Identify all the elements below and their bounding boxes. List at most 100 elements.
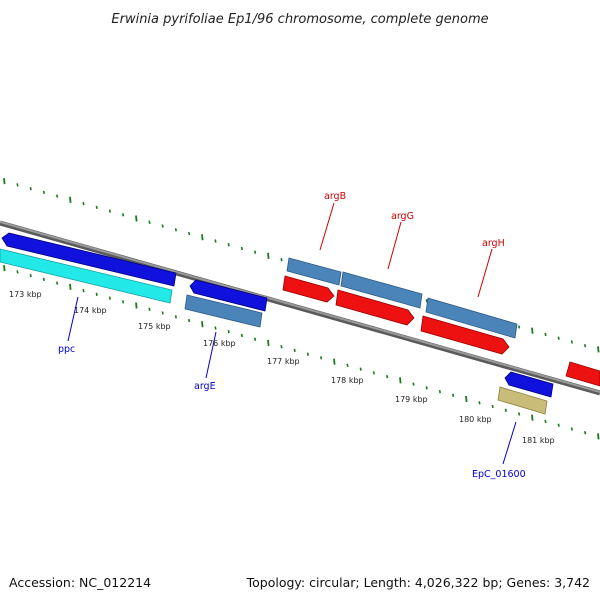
- inner-minor-tick: [386, 374, 389, 379]
- inner-minor-tick: [108, 296, 111, 300]
- inner-minor-tick: [504, 408, 507, 412]
- tick-label-174: 174 kbp: [74, 306, 107, 315]
- inner-minor-tick: [240, 333, 243, 338]
- argE-cds-feature[interactable]: [189, 279, 268, 312]
- outer-minor-tick: [108, 209, 111, 213]
- genome-summary-text: Topology: circular; Length: 4,026,322 bp…: [246, 575, 590, 590]
- inner-minor-tick: [570, 427, 573, 431]
- inner-major-tick: [333, 358, 336, 365]
- inner-minor-tick: [372, 371, 375, 375]
- inner-minor-tick: [254, 337, 257, 341]
- argB-cds-feature[interactable]: [282, 275, 335, 303]
- ppc-leader-line: [67, 296, 79, 342]
- epc01600-gene-feature[interactable]: [497, 386, 548, 415]
- argG-gene-feature[interactable]: [340, 271, 423, 309]
- inner-minor-tick: [188, 318, 191, 323]
- epc01600-label[interactable]: EpC_01600: [472, 469, 526, 480]
- inner-minor-tick: [29, 273, 32, 278]
- outer-minor-tick: [161, 224, 164, 228]
- inner-minor-tick: [544, 419, 547, 424]
- argB-label[interactable]: argB: [324, 191, 346, 202]
- argH-leader-line: [477, 248, 493, 298]
- outer-major-tick: [201, 234, 204, 241]
- inner-minor-tick: [56, 281, 59, 285]
- outer-minor-tick: [557, 336, 560, 340]
- inner-minor-tick: [122, 300, 125, 304]
- inner-major-tick: [465, 395, 468, 403]
- outer-minor-tick: [240, 246, 243, 251]
- outer-major-tick: [597, 346, 600, 353]
- inner-minor-tick: [425, 386, 428, 390]
- map-title: Erwinia pyrifoliae Ep1/96 chromosome, co…: [111, 12, 488, 27]
- outer-major-tick: [3, 178, 6, 185]
- outer-minor-tick: [188, 231, 191, 236]
- tick-label-177: 177 kbp: [267, 357, 300, 366]
- argE-gene-feature[interactable]: [184, 294, 263, 328]
- inner-major-tick: [267, 339, 270, 346]
- outer-major-tick: [135, 215, 138, 222]
- inner-major-tick: [531, 414, 534, 421]
- accession-text: Accession: NC_012214: [9, 575, 151, 590]
- outer-minor-tick: [29, 186, 32, 191]
- outer-minor-tick: [42, 190, 45, 195]
- inner-minor-tick: [478, 401, 481, 405]
- inner-minor-tick: [438, 389, 441, 394]
- outer-minor-tick: [148, 220, 151, 224]
- argE-label[interactable]: argE: [194, 381, 216, 392]
- tick-label-179: 179 kbp: [395, 395, 428, 404]
- argB-gene-feature[interactable]: [286, 257, 342, 286]
- tick-label-180: 180 kbp: [459, 415, 492, 424]
- inner-minor-tick: [280, 345, 283, 349]
- outer-minor-tick: [174, 228, 177, 232]
- inner-minor-tick: [412, 382, 415, 386]
- inner-major-tick: [399, 377, 402, 384]
- inner-minor-tick: [161, 311, 164, 315]
- argB-leader-line: [319, 202, 335, 251]
- inner-minor-tick: [452, 393, 455, 397]
- tick-label-178: 178 kbp: [331, 376, 364, 385]
- offscreen-cds-feature[interactable]: [565, 361, 600, 387]
- tick-label-group: 173 kbp 174 kbp 175 kbp 176 kbp 177 kbp …: [9, 290, 555, 445]
- tick-label-173: 173 kbp: [9, 290, 42, 299]
- inner-minor-tick: [214, 326, 217, 330]
- inner-minor-tick: [148, 307, 151, 311]
- argH-label[interactable]: argH: [482, 238, 505, 249]
- epc01600-leader-line: [502, 421, 517, 465]
- inner-major-tick: [597, 433, 600, 440]
- ppc-gene-feature[interactable]: [0, 248, 173, 304]
- outer-minor-tick: [122, 213, 125, 217]
- argE-leader-line: [205, 331, 217, 379]
- gene-label-group: ppc argE argB argG argH EpC_01600: [58, 191, 526, 480]
- inner-minor-tick: [82, 288, 85, 293]
- outer-minor-tick: [280, 258, 283, 262]
- ppc-cds-feature[interactable]: [1, 232, 177, 287]
- tick-label-175: 175 kbp: [138, 322, 171, 331]
- inner-tick-track: [3, 265, 600, 440]
- inner-major-tick: [3, 265, 6, 272]
- outer-minor-tick: [82, 201, 85, 206]
- ppc-label[interactable]: ppc: [58, 344, 75, 355]
- inner-minor-tick: [359, 367, 362, 371]
- outer-minor-tick: [214, 239, 217, 243]
- outer-minor-tick: [544, 332, 547, 337]
- outer-minor-tick: [518, 325, 521, 329]
- outer-minor-tick: [254, 250, 257, 254]
- argH-cds-feature[interactable]: [420, 315, 510, 355]
- inner-major-tick: [135, 302, 138, 309]
- outer-minor-tick: [95, 205, 98, 209]
- argG-cds-feature[interactable]: [335, 289, 415, 326]
- outer-minor-tick: [570, 340, 573, 344]
- inner-minor-tick: [306, 352, 309, 356]
- tick-label-181: 181 kbp: [522, 436, 555, 445]
- inner-minor-tick: [42, 277, 45, 282]
- inner-major-tick: [69, 283, 72, 290]
- argG-label[interactable]: argG: [391, 211, 414, 222]
- outer-minor-tick: [16, 183, 19, 187]
- leader-lines: [67, 202, 517, 465]
- inner-minor-tick: [293, 348, 296, 353]
- inner-minor-tick: [346, 363, 349, 368]
- epc01600-cds-feature[interactable]: [504, 371, 554, 398]
- argH-gene-feature[interactable]: [425, 297, 518, 339]
